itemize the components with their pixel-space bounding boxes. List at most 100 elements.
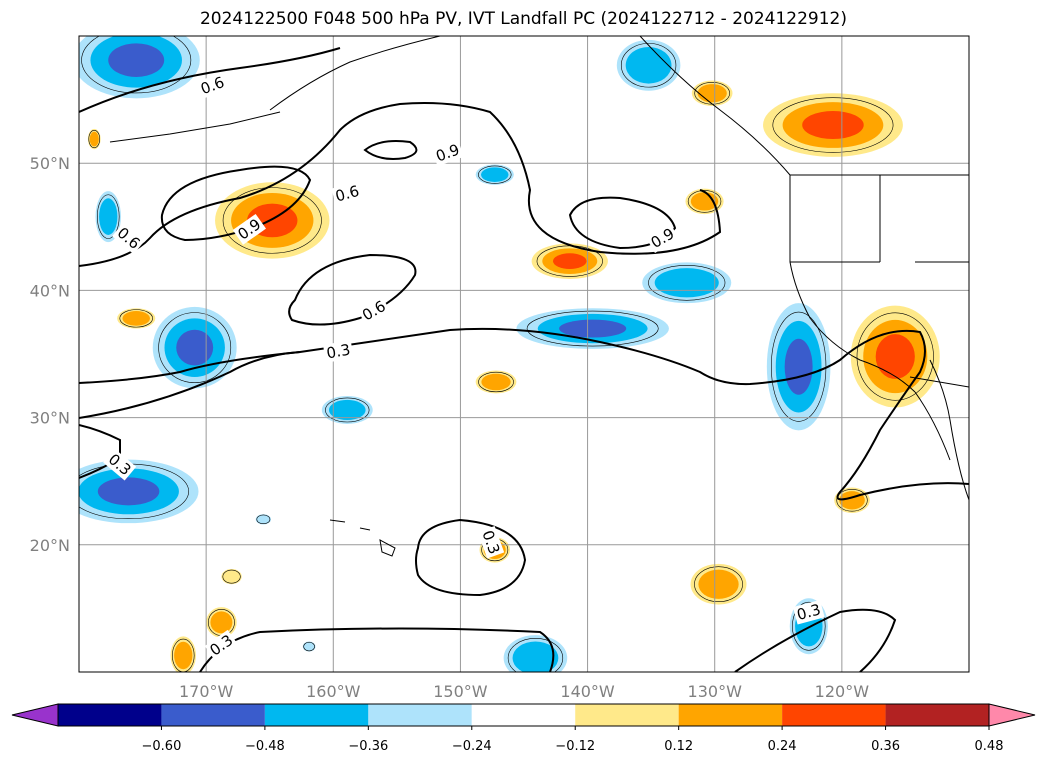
positive-pv-shade <box>174 641 193 670</box>
gridlines <box>79 36 969 672</box>
positive-pv-region <box>221 568 242 585</box>
negative-pv-region <box>642 262 732 304</box>
lon-label: 170°W <box>179 682 234 701</box>
colorbar-swatch <box>264 704 369 726</box>
negative-pv-shade <box>97 477 160 506</box>
pv-region-outline <box>648 264 726 301</box>
negative-pv-region <box>79 36 200 99</box>
alaska-coastline <box>269 36 441 111</box>
negative-pv-shade <box>559 319 627 338</box>
positive-pv-shade <box>552 253 587 269</box>
contour-0.9-small <box>363 140 418 160</box>
contour-label-bg <box>477 526 505 559</box>
pv-region-outline <box>478 165 512 184</box>
contour-label-bg <box>331 181 364 207</box>
colorbar-swatch <box>575 704 679 726</box>
contour-0.6-top <box>79 47 341 113</box>
colorbar-tick-label: −0.48 <box>245 739 285 754</box>
contour-0.3-sw <box>79 424 121 479</box>
pv-region-outline <box>158 312 232 383</box>
positive-pv-region <box>475 370 517 394</box>
negative-pv-shade <box>328 399 366 421</box>
pv-region-outline <box>81 36 192 94</box>
contour-label-bg <box>357 295 391 326</box>
map-title: 2024122500 F048 500 hPa PV, IVT Landfall… <box>199 9 847 29</box>
negative-pv-shade <box>481 167 509 182</box>
negative-pv-shade <box>108 43 165 77</box>
negative-pv-shade <box>302 641 316 652</box>
positive-pv-region <box>763 93 903 157</box>
negative-pv-region <box>516 308 669 349</box>
pv-region-outline <box>507 638 564 672</box>
negative-pv-shade <box>654 268 719 298</box>
negative-pv-shade <box>176 329 214 366</box>
lon-label: 160°W <box>306 682 361 701</box>
contour-0.9-east <box>568 196 677 250</box>
contour-label: 0.3 <box>795 600 823 624</box>
lon-label: 140°W <box>560 682 615 701</box>
colorbar-swatch <box>678 704 783 726</box>
coastlines <box>109 36 969 557</box>
colorbar-swatch <box>368 704 472 726</box>
pv-region-outline <box>856 312 934 401</box>
pv-region-outline <box>772 97 894 153</box>
pv-region-outline <box>478 371 514 393</box>
pv-region-outline <box>620 43 677 88</box>
lat-label: 30°N <box>30 409 70 428</box>
positive-pv-region <box>690 563 747 605</box>
pv-region-outline <box>792 601 826 651</box>
positive-pv-region <box>87 128 101 150</box>
colorbar-tick-label: −0.36 <box>348 739 388 754</box>
colorbar: −0.60 −0.48 −0.36 −0.24 −0.12 0.12 0.24 0.36 0.4… <box>11 703 1036 754</box>
contour-0.6-mid <box>288 253 417 326</box>
baja-california <box>914 391 951 461</box>
negative-pv-region <box>475 164 514 185</box>
map-area: 0.60.90.60.90.6 0.90.60.30.30.30.30.3 <box>79 36 969 672</box>
colorbar-extend-high <box>988 703 1036 727</box>
contour-label-bg <box>196 72 229 99</box>
pv-region-outline <box>256 514 271 525</box>
us-mexico-border <box>909 376 969 388</box>
aleutian-islands <box>109 111 281 143</box>
positive-pv-shade <box>89 131 99 147</box>
colorbar-swatch <box>782 704 886 726</box>
state-lines-west <box>790 175 969 263</box>
positive-pv-shade <box>698 569 739 599</box>
contour-0.3-ring <box>415 518 527 597</box>
negative-pv-shade <box>512 641 559 672</box>
pv-region-outline <box>97 194 120 239</box>
positive-pv-shade <box>697 84 727 103</box>
positive-pv-region <box>117 308 156 329</box>
contour-label-bg <box>323 340 354 363</box>
contour-0.3-se <box>734 608 897 672</box>
positive-pv-shade <box>802 111 864 140</box>
negative-pv-region <box>152 306 237 389</box>
positive-pv-region <box>170 636 196 672</box>
pv-region-outline <box>222 569 241 584</box>
longitude-labels: 170°W 160°W 150°W 140°W 130°W 120°W <box>179 682 869 701</box>
colorbar-swatch <box>471 704 576 726</box>
lon-label: 120°W <box>815 682 870 701</box>
negative-pv-region <box>79 459 199 524</box>
negative-pv-shade <box>99 198 118 235</box>
pv-region-outline <box>88 129 101 149</box>
positive-pv-shade <box>481 373 511 391</box>
pv-region-outline <box>687 190 722 213</box>
positive-pv-shade <box>210 611 233 634</box>
colorbar-frame <box>57 703 990 727</box>
contour-label-bg <box>112 222 146 255</box>
pv-region-outline <box>222 187 322 254</box>
positive-pv-region <box>531 243 608 279</box>
contour-0.9-west <box>160 165 312 242</box>
contour-label-bg <box>792 599 825 625</box>
colorbar-tick-label: 0.36 <box>871 739 900 754</box>
hawaii-islands <box>329 519 396 557</box>
colorbar-tick-label: 0.48 <box>975 739 1004 754</box>
colorbar-tick-label: −0.12 <box>555 739 595 754</box>
contour-label: 0.3 <box>325 341 352 363</box>
lon-label: 130°W <box>688 682 743 701</box>
negative-pv-shade <box>625 46 672 84</box>
positive-pv-region <box>850 305 940 408</box>
pv-region-outline <box>836 489 868 512</box>
pv-region-outline <box>526 310 659 347</box>
